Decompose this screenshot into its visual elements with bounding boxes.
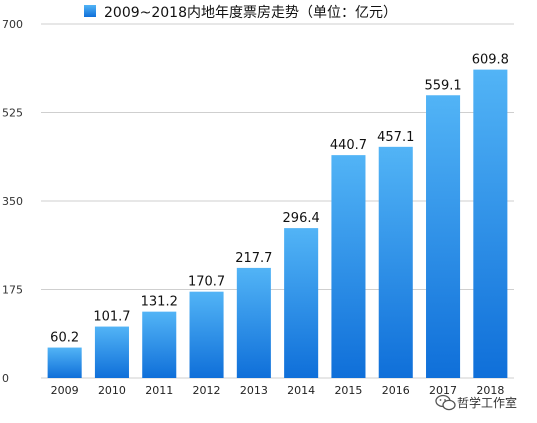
y-tick-label: 525 bbox=[2, 107, 23, 120]
wechat-icon bbox=[435, 394, 456, 411]
x-axis: 2009 2010 2011 2012 2013 2014 2015 2016 2017 2018 bbox=[51, 384, 505, 397]
data-label: 609.8 bbox=[472, 53, 509, 68]
bar bbox=[142, 311, 177, 378]
y-axis: 0 175 350 525 700 bbox=[2, 18, 23, 385]
x-tick-label: 2016 bbox=[382, 384, 410, 397]
data-label: 101.7 bbox=[93, 310, 130, 325]
bar bbox=[47, 347, 82, 378]
x-tick-label: 2009 bbox=[51, 384, 79, 397]
legend-swatch bbox=[84, 5, 96, 17]
chart-title: 2009~2018内地年度票房走势（单位：亿元） bbox=[104, 5, 397, 21]
x-tick-label: 2017 bbox=[429, 384, 457, 397]
bar bbox=[284, 228, 319, 378]
x-tick-label: 2015 bbox=[334, 384, 362, 397]
x-tick-label: 2010 bbox=[98, 384, 126, 397]
legend: 2009~2018内地年度票房走势（单位：亿元） bbox=[84, 5, 397, 21]
watermark: 哲学工作室 bbox=[435, 394, 517, 411]
bar bbox=[473, 69, 508, 379]
bar bbox=[236, 267, 271, 378]
watermark-text: 哲学工作室 bbox=[457, 395, 517, 410]
data-labels: 60.2 101.7 131.2 170.7 217.7 296.4 440.7 457.1 5… bbox=[50, 53, 509, 346]
x-tick-label: 2011 bbox=[145, 384, 173, 397]
bars bbox=[47, 69, 508, 379]
x-tick-label: 2018 bbox=[476, 384, 504, 397]
y-tick-label: 175 bbox=[2, 284, 23, 297]
data-label: 60.2 bbox=[50, 331, 79, 346]
bar bbox=[426, 95, 461, 379]
bar bbox=[378, 146, 413, 378]
data-label: 440.7 bbox=[330, 138, 367, 153]
y-tick-label: 0 bbox=[2, 372, 9, 385]
bar bbox=[94, 326, 129, 378]
bar bbox=[189, 291, 224, 378]
data-label: 170.7 bbox=[188, 275, 225, 290]
y-tick-label: 350 bbox=[2, 195, 23, 208]
x-tick-label: 2012 bbox=[193, 384, 221, 397]
data-label: 296.4 bbox=[283, 211, 320, 226]
data-label: 457.1 bbox=[377, 130, 414, 145]
data-label: 559.1 bbox=[424, 78, 461, 93]
bar bbox=[331, 155, 366, 378]
y-tick-label: 700 bbox=[2, 18, 23, 31]
x-tick-label: 2013 bbox=[240, 384, 268, 397]
data-label: 131.2 bbox=[141, 295, 178, 310]
x-tick-label: 2014 bbox=[287, 384, 315, 397]
data-label: 217.7 bbox=[235, 251, 272, 266]
